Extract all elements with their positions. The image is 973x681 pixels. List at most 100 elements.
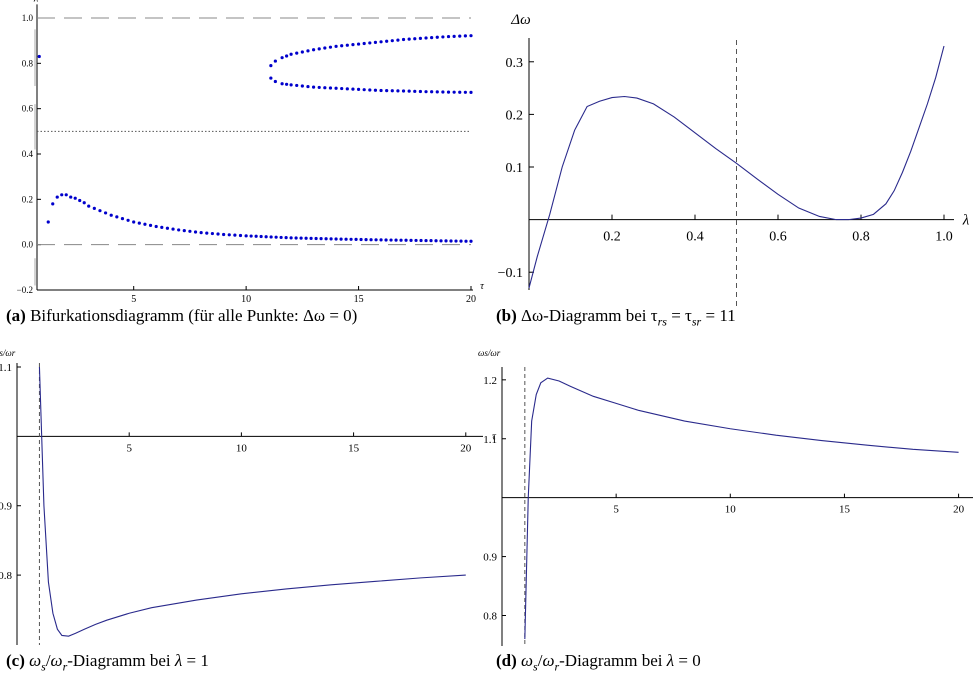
data-point [254,234,258,238]
data-point [413,37,417,41]
data-point [334,44,338,48]
data-point [463,34,467,38]
x-axis-title: τ [480,281,484,292]
data-point [273,59,277,63]
data-point [311,85,316,89]
data-point [244,234,248,238]
data-point [188,229,192,233]
data-point [439,239,443,243]
data-point [414,238,418,243]
y-tick-label: 0.8 [22,58,34,68]
data-point [46,220,50,224]
data-point [452,90,456,94]
data-point [64,193,68,197]
chart-panel-b: −0.1 0.1 0.2 0.3 0.2 0.4 0.6 0.8 1.0 Δω λ (b) Δω-D… [486,0,973,330]
data-point [148,223,153,227]
data-point [294,236,298,240]
data-point [409,238,413,242]
data-point [319,237,323,241]
data-point [359,237,363,242]
x-tick-label: 0.8 [852,230,870,245]
x-tick-label: 0.6 [769,230,787,245]
data-point [379,40,383,44]
y-tick-label: 0.9 [0,501,13,513]
data-point [37,54,41,59]
x-tick-label: 10 [241,294,251,305]
x-tick-label: 5 [126,442,132,454]
data-point [452,34,456,38]
data-point [264,235,268,239]
y-tick-label: 0.4 [22,149,34,159]
data-point [446,34,451,39]
x-tick-label: 20 [953,504,965,516]
data-point [394,238,398,242]
data-point [69,195,73,199]
data-point [311,48,316,52]
data-point [396,38,400,42]
data-point [356,87,361,91]
data-point [306,49,310,53]
caption-b-end: = 11 [701,306,736,325]
data-point [295,83,299,88]
data-point [82,201,86,205]
x-tick-label: 5 [131,294,136,305]
data-point [98,209,102,213]
y-tick-label: 1.2 [483,375,497,387]
data-point [304,236,308,240]
caption-d-tag: (d) [496,651,517,670]
data-point [300,50,304,54]
y-tick-label: 0.6 [22,104,34,114]
data-point [289,236,293,240]
data-point [430,90,434,94]
data-point [413,89,417,93]
data-point [434,239,438,243]
y-tick-label: 0.0 [22,240,34,250]
data-point [51,202,55,206]
data-point [401,89,406,93]
data-point [334,86,338,90]
data-point [340,86,344,91]
data-point [269,64,273,68]
data-point [285,54,289,58]
caption-b-mid: = τ [666,306,692,325]
x-tick-label: 15 [839,504,851,516]
data-point [323,46,327,50]
data-point [435,90,439,94]
data-point [216,232,220,236]
caption-b-sub2: sr [691,314,702,329]
data-point [424,90,428,94]
data-point [351,43,355,47]
chart-panel-d: 0.8 0.9 1.1 1.2 5 10 15 20 τ ωs/ωr (d) ωs/ωr-Diag… [478,340,973,681]
data-point [334,237,338,241]
y-tick-label: 1.0 [22,13,34,23]
data-point [115,215,119,219]
data-point [469,239,473,243]
data-point [344,237,348,241]
data-point [249,234,253,238]
x-tick-label: 0.2 [603,230,621,245]
data-point [193,230,198,234]
data-point [109,213,113,217]
data-point [385,89,389,93]
data-point [182,229,186,233]
data-point [289,83,293,87]
data-point [55,195,59,199]
data-point [441,35,445,39]
data-point [418,36,423,40]
data-point [418,89,423,94]
y-tick-label: 0.2 [506,108,524,123]
data-point [463,90,467,94]
caption-b: (b) Δω-Diagramm bei τrs = τsr = 11 [496,306,736,329]
data-point [362,41,366,46]
y-tick-label: 0.2 [22,194,33,204]
data-point [279,235,283,240]
data-point [390,39,394,43]
y-tick-label: 0.8 [0,570,13,582]
x-tick-label: 0.4 [686,230,704,245]
data-point [424,238,428,243]
data-point [458,34,462,38]
caption-d-eq: = 0 [674,651,701,670]
data-point [458,90,462,94]
data-point [238,233,243,238]
data-point [285,82,289,86]
